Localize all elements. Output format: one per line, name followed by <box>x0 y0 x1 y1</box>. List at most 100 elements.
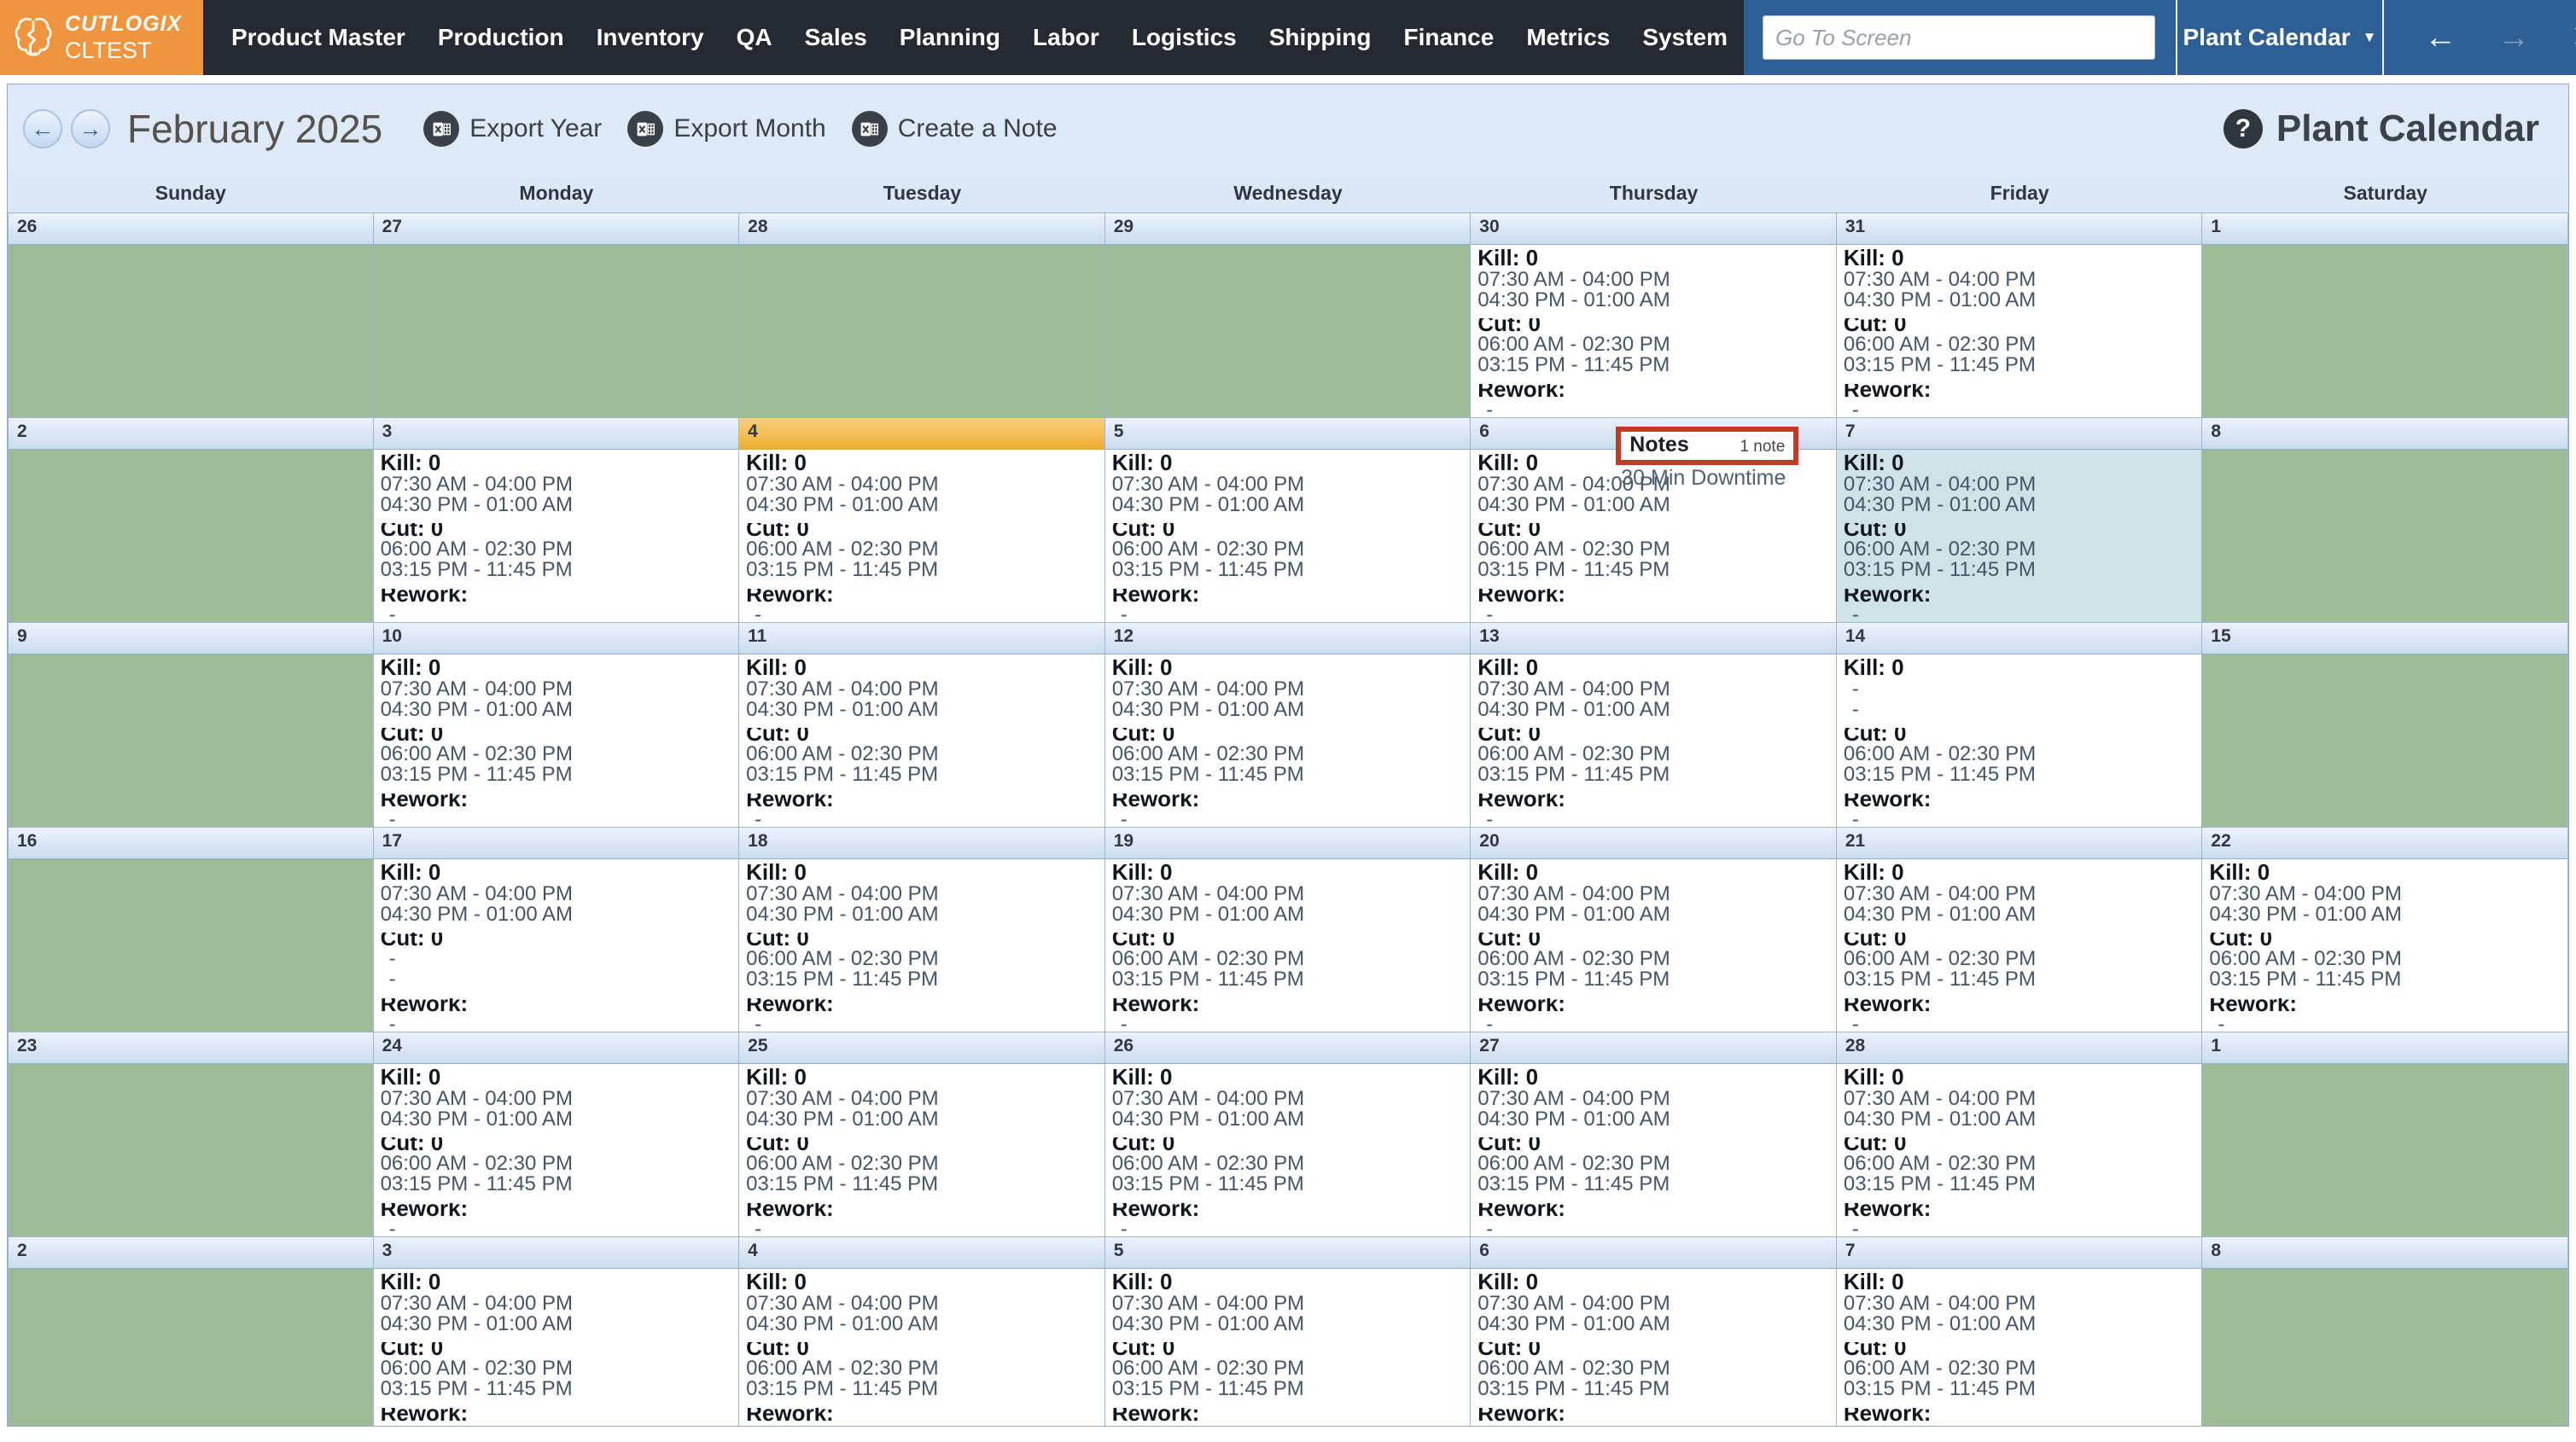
kill-label: Kill: 0 <box>1112 451 1467 474</box>
day-cell-23[interactable]: 23 <box>8 1032 374 1240</box>
day-cell-29[interactable]: 29 <box>1105 212 1472 421</box>
day-cell-30[interactable]: 30Kill: 007:30 AM - 04:00 PM04:30 PM - 0… <box>1471 212 1837 421</box>
shift-time: 03:15 PM - 11:45 PM <box>1112 765 1467 785</box>
day-cell-25[interactable]: 25Kill: 007:30 AM - 04:00 PM04:30 PM - 0… <box>739 1032 1105 1240</box>
menu-item-production[interactable]: Production <box>422 24 580 51</box>
next-month-button[interactable]: → <box>71 109 110 148</box>
previous-month-button[interactable]: ← <box>23 109 62 148</box>
day-cell-7[interactable]: 7Kill: 007:30 AM - 04:00 PM04:30 PM - 01… <box>1837 417 2203 625</box>
day-cell-body: Kill: 007:30 AM - 04:00 PM04:30 PM - 01:… <box>374 450 739 625</box>
day-cell-body: Kill: 007:30 AM - 04:00 PM04:30 PM - 01:… <box>1471 1064 1836 1240</box>
day-cell-26[interactable]: 26Kill: 007:30 AM - 04:00 PM04:30 PM - 0… <box>1105 1032 1472 1240</box>
menu-item-inventory[interactable]: Inventory <box>580 24 720 51</box>
day-cell-body: Kill: 007:30 AM - 04:00 PM04:30 PM - 01:… <box>739 1269 1104 1426</box>
export-month-button[interactable]: Export Month <box>627 111 825 147</box>
brand-name: CUTLOGIX <box>65 13 182 35</box>
day-cell-body: Kill: 007:30 AM - 04:00 PM04:30 PM - 01:… <box>2202 859 2567 1035</box>
day-cell-3[interactable]: 3Kill: 007:30 AM - 04:00 PM04:30 PM - 01… <box>374 1236 740 1426</box>
day-cell-9[interactable]: 9 <box>8 622 374 830</box>
day-cell-1[interactable]: 1 <box>2202 212 2568 421</box>
rework-label: Rework: <box>381 998 736 1015</box>
day-cell-7[interactable]: 7Kill: 007:30 AM - 04:00 PM04:30 PM - 01… <box>1837 1236 2203 1426</box>
day-cell-body: Kill: 007:30 AM - 04:00 PM04:30 PM - 01:… <box>374 1269 739 1426</box>
day-cell-10[interactable]: 10Kill: 007:30 AM - 04:00 PM04:30 PM - 0… <box>374 622 740 830</box>
day-cell-13[interactable]: 13Kill: 007:30 AM - 04:00 PM04:30 PM - 0… <box>1471 622 1837 830</box>
day-cell-body <box>9 450 373 625</box>
day-cell-22[interactable]: 22Kill: 007:30 AM - 04:00 PM04:30 PM - 0… <box>2202 827 2568 1035</box>
kill-label: Kill: 0 <box>1112 1270 1467 1294</box>
shift-time: 07:30 AM - 04:00 PM <box>381 1294 736 1314</box>
weekday-header-sunday: Sunday <box>8 182 374 205</box>
shift-time: 07:30 AM - 04:00 PM <box>746 1294 1101 1314</box>
note-popup[interactable]: Notes1 note <box>1616 427 1798 465</box>
menu-item-metrics[interactable]: Metrics <box>1510 24 1626 51</box>
day-cell-body <box>2202 245 2567 421</box>
day-cell-body <box>2202 450 2567 625</box>
day-cell-6[interactable]: 6Kill: 007:30 AM - 04:00 PM04:30 PM - 01… <box>1471 1236 1837 1426</box>
menu-item-sales[interactable]: Sales <box>789 24 883 51</box>
day-cell-5[interactable]: 5Kill: 007:30 AM - 04:00 PM04:30 PM - 01… <box>1105 1236 1472 1426</box>
menu-item-labor[interactable]: Labor <box>1017 24 1116 51</box>
day-cell-4[interactable]: 4Kill: 007:30 AM - 04:00 PM04:30 PM - 01… <box>739 1236 1105 1426</box>
screen-selector-dropdown[interactable]: Plant Calendar ▼ <box>2177 24 2382 51</box>
menu-item-logistics[interactable]: Logistics <box>1116 24 1253 51</box>
day-cell-14[interactable]: 14Kill: 0--Cut: 006:00 AM - 02:30 PM03:1… <box>1837 622 2203 830</box>
day-cell-6[interactable]: 6Kill: 007:30 AM - 04:00 PM04:30 PM - 01… <box>1471 417 1837 625</box>
day-cell-18[interactable]: 18Kill: 007:30 AM - 04:00 PM04:30 PM - 0… <box>739 827 1105 1035</box>
go-to-screen-input[interactable] <box>1763 15 2155 60</box>
create-note-button[interactable]: Create a Note <box>852 111 1058 147</box>
month-title: February 2025 <box>127 106 382 152</box>
menu-item-finance[interactable]: Finance <box>1388 24 1511 51</box>
menu-item-qa[interactable]: QA <box>720 24 789 51</box>
day-cell-19[interactable]: 19Kill: 007:30 AM - 04:00 PM04:30 PM - 0… <box>1105 827 1472 1035</box>
menu-item-shipping[interactable]: Shipping <box>1253 24 1388 51</box>
day-cell-17[interactable]: 17Kill: 007:30 AM - 04:00 PM04:30 PM - 0… <box>374 827 740 1035</box>
day-cell-11[interactable]: 11Kill: 007:30 AM - 04:00 PM04:30 PM - 0… <box>739 622 1105 830</box>
day-cell-15[interactable]: 15 <box>2202 622 2568 830</box>
shift-time: 03:15 PM - 11:45 PM <box>1112 1379 1467 1399</box>
note-icon <box>852 111 888 147</box>
shift-time: 07:30 AM - 04:00 PM <box>1112 1294 1467 1314</box>
day-cell-3[interactable]: 3Kill: 007:30 AM - 04:00 PM04:30 PM - 01… <box>374 417 740 625</box>
menu-item-planning[interactable]: Planning <box>883 24 1017 51</box>
day-cell-16[interactable]: 16 <box>8 827 374 1035</box>
day-cell-5[interactable]: 5Kill: 007:30 AM - 04:00 PM04:30 PM - 01… <box>1105 417 1472 625</box>
menu-item-product-master[interactable]: Product Master <box>215 24 422 51</box>
day-cell-28[interactable]: 28Kill: 007:30 AM - 04:00 PM04:30 PM - 0… <box>1837 1032 2203 1240</box>
day-cell-24[interactable]: 24Kill: 007:30 AM - 04:00 PM04:30 PM - 0… <box>374 1032 740 1240</box>
shift-time: 04:30 PM - 01:00 AM <box>1477 700 1833 720</box>
forward-icon[interactable]: → <box>2497 21 2530 54</box>
day-cell-27[interactable]: 27Kill: 007:30 AM - 04:00 PM04:30 PM - 0… <box>1471 1032 1837 1240</box>
day-cell-body: Kill: 007:30 AM - 04:00 PM04:30 PM - 01:… <box>1105 859 1471 1035</box>
day-cell-8[interactable]: 8 <box>2202 417 2568 625</box>
day-cell-21[interactable]: 21Kill: 007:30 AM - 04:00 PM04:30 PM - 0… <box>1837 827 2203 1035</box>
day-number: 2 <box>17 1241 27 1260</box>
calendar-week-row: 2627282930Kill: 007:30 AM - 04:00 PM04:3… <box>8 212 2568 417</box>
day-cell-4[interactable]: 4Kill: 007:30 AM - 04:00 PM04:30 PM - 01… <box>739 417 1105 625</box>
day-cell-8[interactable]: 8 <box>2202 1236 2568 1426</box>
shift-time: 03:15 PM - 11:45 PM <box>1477 1379 1833 1399</box>
day-cell-20[interactable]: 20Kill: 007:30 AM - 04:00 PM04:30 PM - 0… <box>1471 827 1837 1035</box>
day-cell-2[interactable]: 2 <box>8 417 374 625</box>
day-number-strip: 23 <box>9 1032 373 1064</box>
day-cell-12[interactable]: 12Kill: 007:30 AM - 04:00 PM04:30 PM - 0… <box>1105 622 1472 830</box>
shift-time: 03:15 PM - 11:45 PM <box>1477 765 1833 785</box>
day-cell-1[interactable]: 1 <box>2202 1032 2568 1240</box>
menu-item-system[interactable]: System <box>1626 24 1744 51</box>
export-year-button[interactable]: Export Year <box>423 111 602 147</box>
close-icon[interactable]: ✕ <box>2571 21 2576 54</box>
brand-logo[interactable]: CUTLOGIX CLTEST <box>0 0 203 75</box>
back-icon[interactable]: ← <box>2424 21 2457 54</box>
day-cell-2[interactable]: 2 <box>8 1236 374 1426</box>
shift-time: 04:30 PM - 01:00 AM <box>746 1314 1101 1334</box>
day-cell-26[interactable]: 26 <box>8 212 374 421</box>
day-cell-28[interactable]: 28 <box>739 212 1105 421</box>
day-cell-31[interactable]: 31Kill: 007:30 AM - 04:00 PM04:30 PM - 0… <box>1837 212 2203 421</box>
day-cell-27[interactable]: 27 <box>374 212 740 421</box>
shift-time: 06:00 AM - 02:30 PM <box>746 539 1101 560</box>
day-number-strip: 1 <box>2202 1032 2567 1064</box>
shift-time: 04:30 PM - 01:00 AM <box>1477 495 1833 515</box>
shift-time: 04:30 PM - 01:00 AM <box>381 495 736 515</box>
help-icon[interactable]: ? <box>2223 109 2263 148</box>
kill-label: Kill: 0 <box>1477 1066 1833 1089</box>
